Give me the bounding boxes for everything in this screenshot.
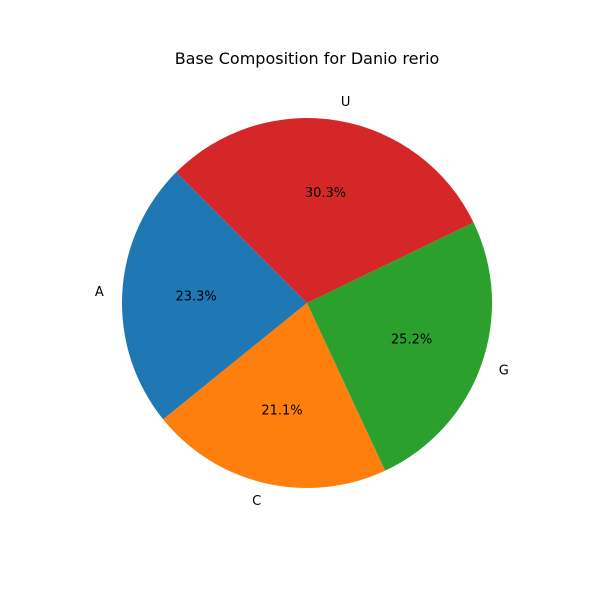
pie-slices — [121, 118, 492, 489]
slice-percent-g: 25.2% — [391, 333, 432, 348]
pie-slice-u — [176, 118, 474, 303]
pie-slice-g — [307, 222, 492, 471]
slice-label-c: C — [252, 494, 261, 509]
slice-label-u: U — [341, 95, 351, 110]
chart-title: Base Composition for Danio rerio — [175, 49, 440, 68]
slice-label-g: G — [499, 364, 509, 379]
pie-slice-c — [163, 303, 386, 489]
pie-labels: A 23.3% C 21.1% G 25.2% U 30.3% — [95, 95, 509, 509]
slice-percent-u: 30.3% — [305, 186, 346, 201]
pie-slice-a — [121, 172, 307, 420]
slice-label-a: A — [95, 285, 104, 300]
slice-percent-c: 21.1% — [261, 404, 302, 419]
slice-percent-a: 23.3% — [175, 290, 216, 305]
